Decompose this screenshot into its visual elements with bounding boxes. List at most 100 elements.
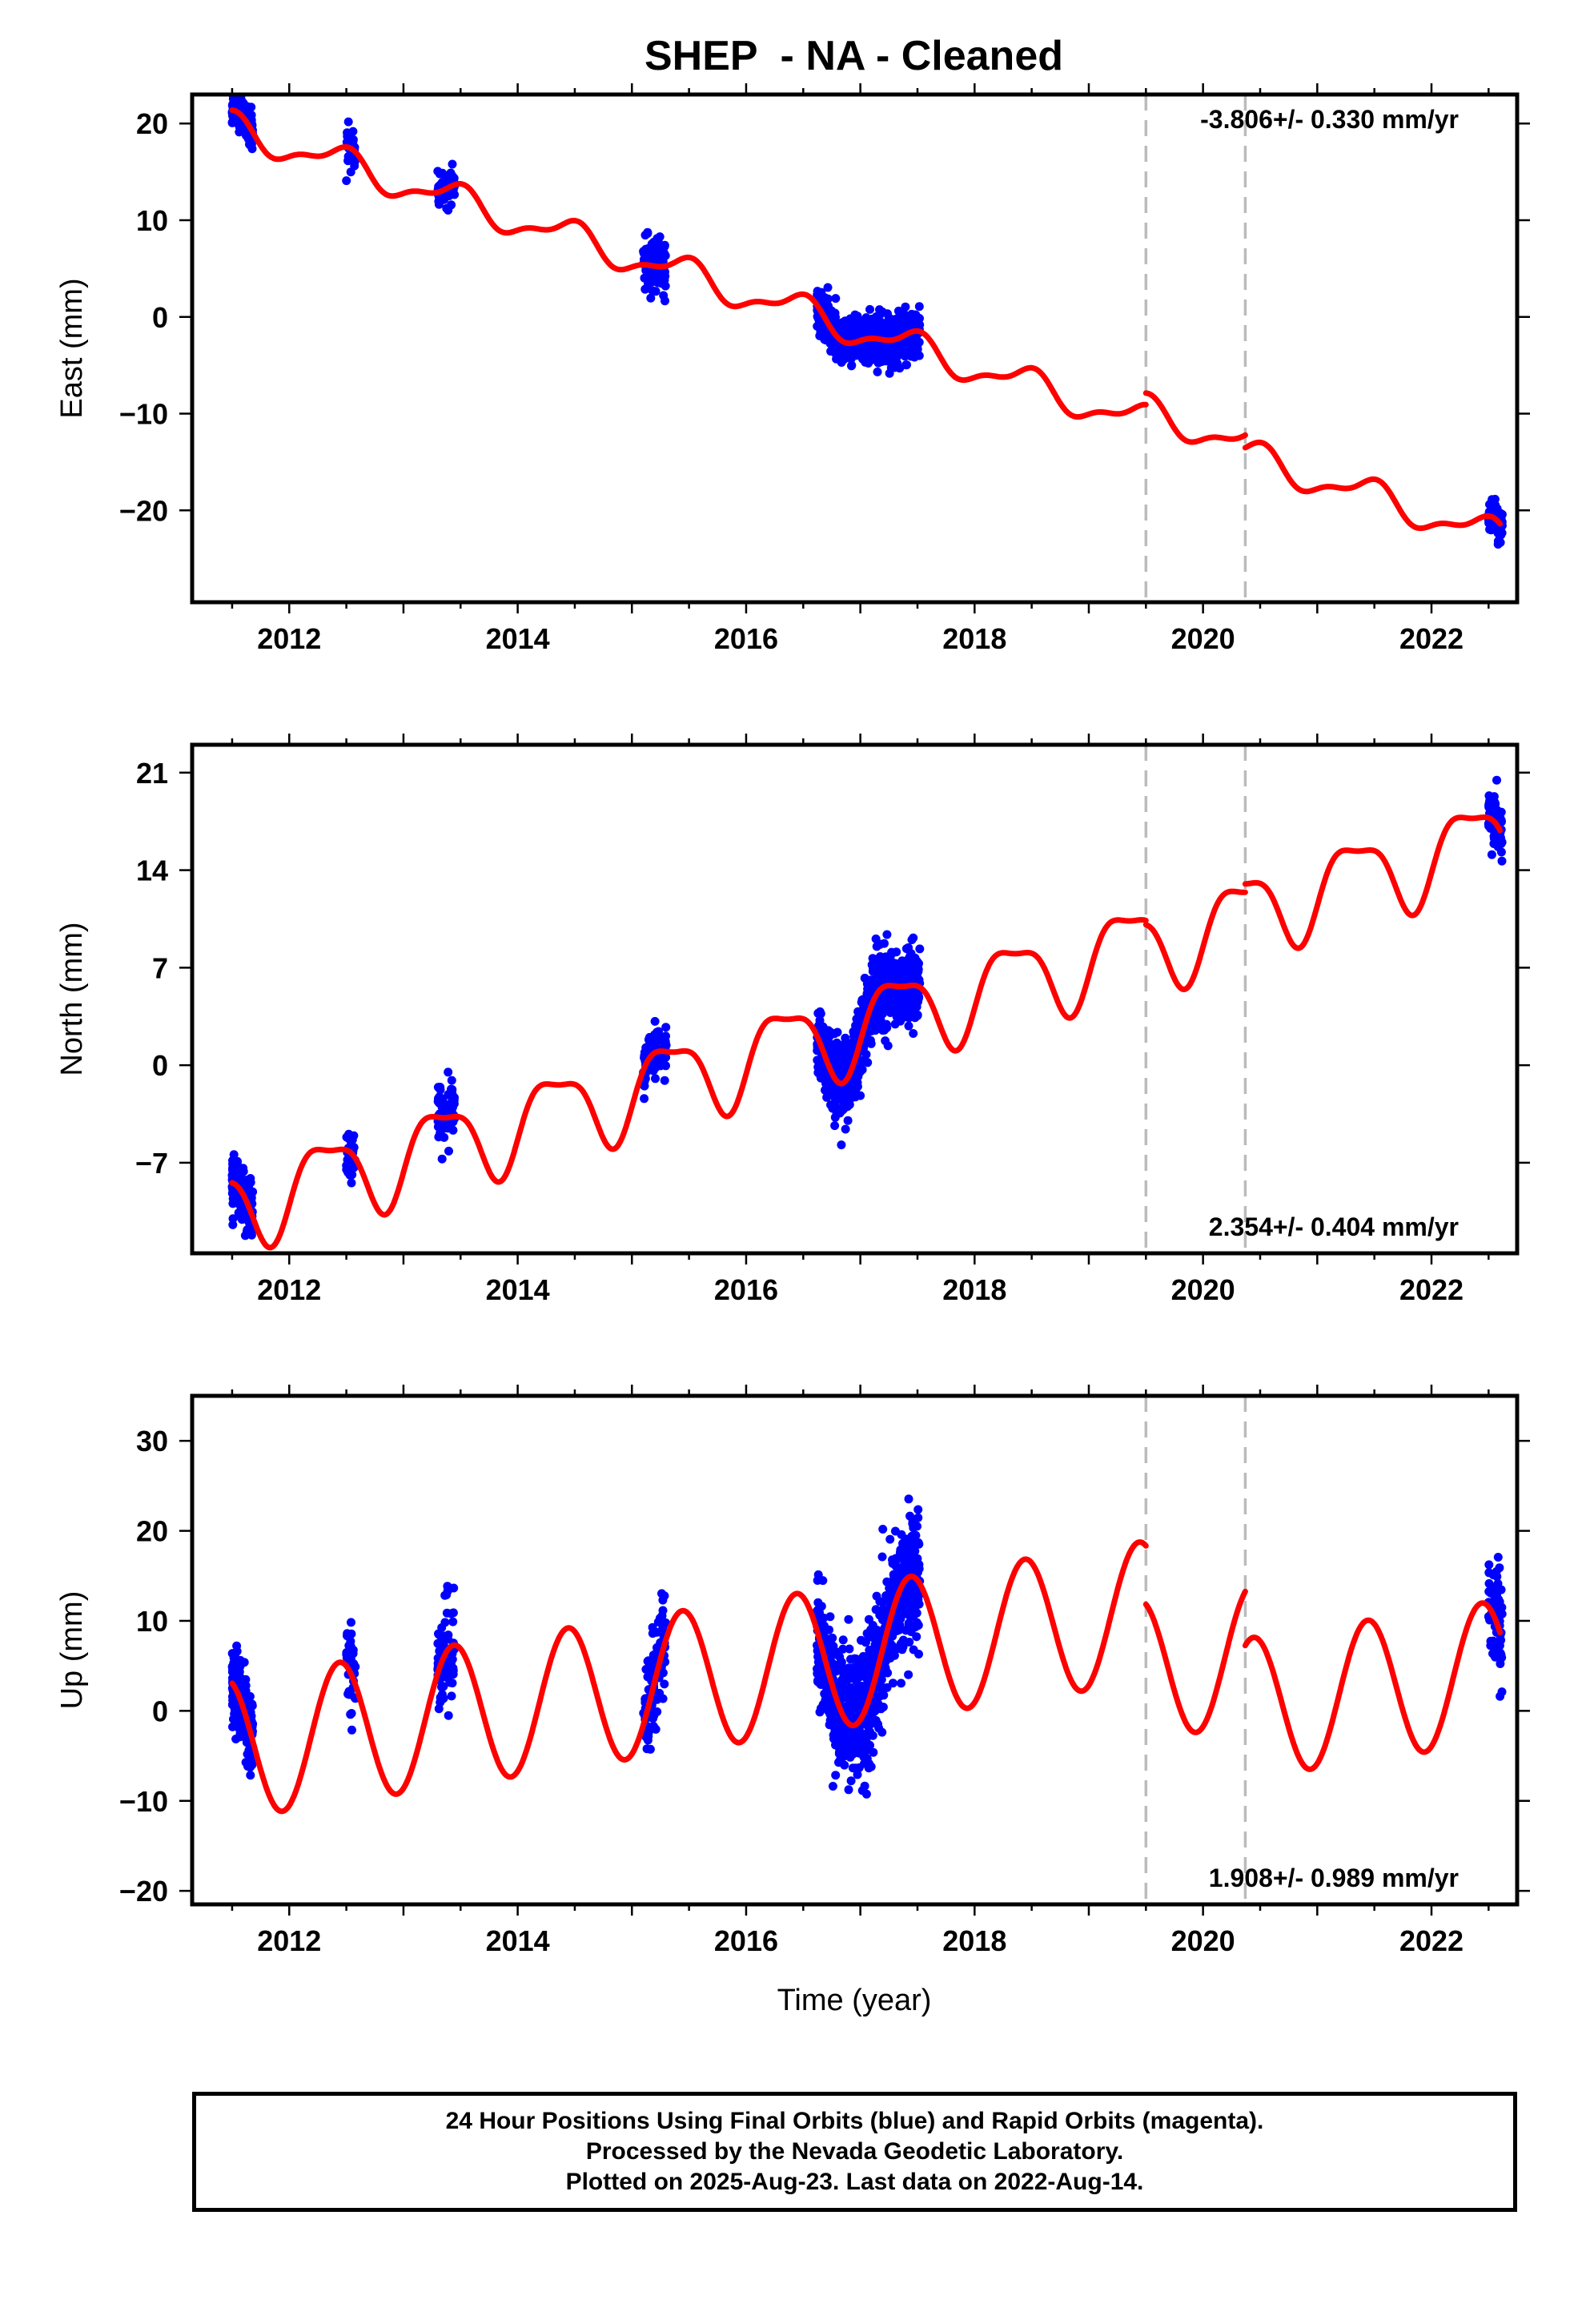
up-data-point <box>864 1632 873 1642</box>
north-data-point <box>839 1095 849 1104</box>
up-data-point <box>904 1536 913 1545</box>
east-data-point <box>1496 537 1505 547</box>
up-data-point <box>910 1587 920 1597</box>
up-data-point <box>868 1731 877 1740</box>
east-y-tick-label: −10 <box>119 398 168 431</box>
north-data-point <box>915 944 925 954</box>
east-data-point <box>247 103 256 112</box>
east-data-point <box>837 358 846 367</box>
north-data-point <box>348 1163 358 1172</box>
north-data-point <box>444 1146 453 1156</box>
north-x-tick-label: 2012 <box>257 1273 321 1306</box>
up-data-point <box>342 1650 351 1659</box>
up-data-point <box>658 1595 668 1605</box>
up-data-point <box>1489 1649 1499 1659</box>
east-data-point <box>815 331 825 340</box>
east-data-point <box>1497 529 1507 537</box>
up-data-point <box>888 1679 897 1688</box>
up-data-point <box>839 1751 849 1761</box>
up-data-point <box>441 1672 451 1682</box>
north-data-point <box>885 971 894 981</box>
up-y-tick-label: 0 <box>152 1695 168 1727</box>
up-x-tick-label: 2018 <box>942 1924 1006 1957</box>
up-data-point <box>833 1731 842 1740</box>
up-data-point <box>651 1724 661 1734</box>
up-data-point <box>908 1519 917 1529</box>
up-data-point <box>1495 1563 1504 1573</box>
up-data-point <box>348 1649 358 1659</box>
north-data-point <box>863 1058 873 1068</box>
north-model-line <box>229 917 1149 1251</box>
up-data-point <box>895 1621 905 1630</box>
north-data-point <box>1487 850 1496 859</box>
up-data-point <box>653 1617 663 1626</box>
up-data-point <box>832 1711 841 1720</box>
up-y-tick-label: 30 <box>136 1425 168 1458</box>
north-y-tick-label: 0 <box>152 1049 168 1082</box>
up-data-point <box>448 1608 458 1618</box>
east-data-point <box>904 341 913 351</box>
east-data-point <box>655 232 665 242</box>
up-data-point <box>890 1526 900 1536</box>
north-data-point <box>1495 830 1504 840</box>
north-data-point <box>830 1121 840 1131</box>
north-rate-label: 2.354+/- 0.404 mm/yr <box>1209 1212 1459 1241</box>
up-data-point <box>845 1730 855 1739</box>
up-data-point <box>1484 1560 1494 1570</box>
north-data-point <box>830 1112 840 1122</box>
up-data-point <box>885 1534 895 1544</box>
east-data-point <box>661 281 670 291</box>
north-data-point <box>822 1092 832 1102</box>
north-data-point <box>902 1001 912 1011</box>
up-y-tick-label: 10 <box>136 1605 168 1638</box>
up-data-point <box>816 1613 825 1622</box>
up-data-point <box>1486 1636 1496 1646</box>
north-data-point <box>849 1027 858 1036</box>
up-data-point <box>245 1763 255 1772</box>
north-data-point <box>823 1086 833 1096</box>
north-x-tick-label: 2018 <box>942 1273 1006 1306</box>
up-data-point <box>438 1632 448 1641</box>
north-data-point <box>447 1076 456 1085</box>
up-data-point <box>860 1655 869 1663</box>
north-data-point <box>833 1063 843 1072</box>
north-data-point <box>644 1035 653 1044</box>
north-data-point <box>837 1140 846 1150</box>
up-data-point <box>877 1670 886 1679</box>
up-data-point <box>433 1638 443 1648</box>
north-panel: 2012 2014 2016 2018 2020 2022 21 14 7 0 −7 North (m… <box>55 734 1530 1306</box>
up-data-point <box>857 1635 865 1645</box>
up-data-point <box>1484 1578 1494 1588</box>
up-panel: 2012 2014 2016 2018 2020 2022 30 20 10 0 −10 −20 Up … <box>55 1385 1530 2017</box>
up-x-tick-label: 2020 <box>1171 1924 1235 1957</box>
up-data-point <box>1496 1659 1505 1668</box>
north-data-point <box>833 1057 843 1067</box>
up-data-point <box>878 1604 888 1614</box>
up-data-point <box>868 1621 877 1630</box>
north-data-point <box>882 930 892 939</box>
east-data-point <box>448 159 457 169</box>
east-y-tick-label: 20 <box>136 107 168 140</box>
up-data-point <box>444 1711 453 1720</box>
east-data-point <box>342 176 351 186</box>
north-y-tick-label: 21 <box>136 757 168 790</box>
up-data-point <box>861 1730 869 1739</box>
north-data-point <box>449 1096 459 1105</box>
east-rate-label: -3.806+/- 0.330 mm/yr <box>1200 105 1459 134</box>
north-data-point <box>656 1060 666 1069</box>
north-data-point <box>881 1036 890 1046</box>
up-data-point <box>904 1494 913 1504</box>
up-data-point <box>878 1703 888 1712</box>
east-data-point <box>234 117 243 127</box>
east-data-point <box>876 317 885 327</box>
up-data-point <box>448 1663 458 1673</box>
up-data-point <box>853 1697 862 1706</box>
north-data-point <box>866 1024 876 1034</box>
north-data-point <box>887 992 897 1002</box>
north-data-point <box>877 974 887 983</box>
up-x-tick-label: 2012 <box>257 1924 321 1957</box>
up-data-point <box>821 1702 831 1711</box>
up-data-point <box>849 1663 858 1672</box>
north-data-point <box>1492 809 1502 818</box>
up-data-point <box>897 1679 905 1688</box>
